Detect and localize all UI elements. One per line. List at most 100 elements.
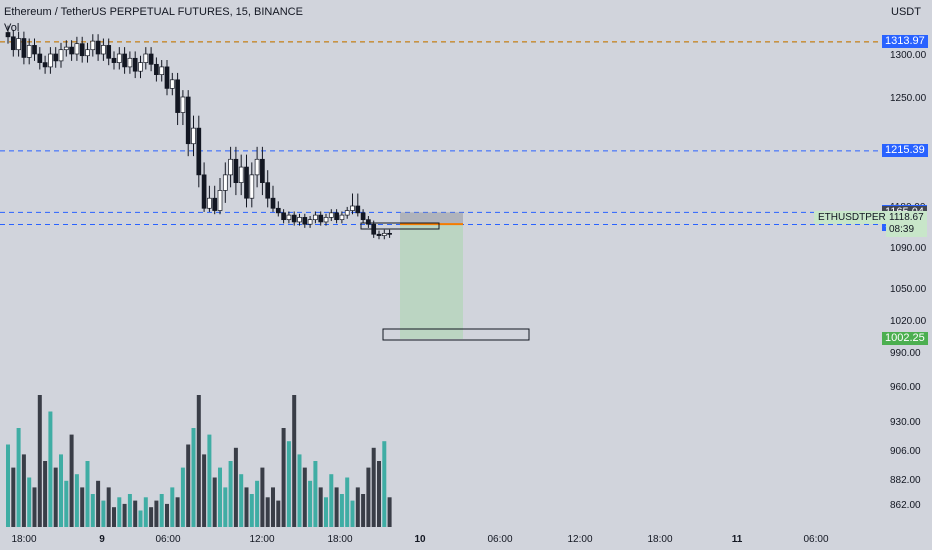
volume-bar: [112, 507, 116, 527]
volume-bar: [339, 494, 344, 527]
candle-body: [175, 79, 180, 113]
volume-bar: [207, 434, 212, 527]
volume-bar: [191, 428, 196, 527]
symbol-tag: ETHUSDTPERP: [814, 211, 897, 224]
volume-bar: [159, 494, 164, 527]
volume-bar: [122, 503, 127, 527]
volume-bar: [366, 467, 371, 527]
candle-body: [185, 96, 191, 145]
candle-body: [233, 158, 239, 183]
volume-bar: [329, 474, 334, 527]
volume-bar: [350, 500, 355, 527]
candle-body: [366, 219, 371, 225]
candle-body: [313, 214, 318, 221]
volume-bar: [143, 497, 148, 527]
volume-bar: [281, 428, 286, 527]
candle-body: [281, 212, 286, 221]
volume-bar: [260, 467, 265, 527]
candle-body: [180, 96, 186, 113]
price-tag: 1313.97: [882, 34, 928, 48]
volume-bar: [64, 480, 69, 527]
volume-label: Vol: [4, 22, 20, 34]
candle-body: [74, 43, 80, 55]
time-tick-label: 06:00: [803, 534, 828, 545]
candle-body: [106, 45, 112, 59]
candle-body: [154, 63, 159, 75]
volume-bar: [308, 480, 313, 527]
volume-bar: [43, 461, 48, 527]
price-tick-label: 1050.00: [890, 284, 927, 295]
time-tick-label: 10: [414, 534, 426, 545]
volume-bar: [228, 461, 233, 527]
volume-bar: [53, 467, 58, 527]
candle-body: [48, 53, 53, 68]
candle-body: [387, 232, 392, 235]
candle-body: [334, 212, 339, 221]
price-tick-label: 906.00: [890, 446, 921, 457]
price-tick-label: 1090.00: [890, 243, 927, 254]
candle-body: [355, 205, 361, 214]
volume-bar: [244, 487, 249, 527]
time-tick-label: 18:00: [11, 534, 36, 545]
volume-bar: [196, 395, 201, 527]
price-tick-label: 1250.00: [890, 93, 927, 104]
volume-bar: [186, 444, 191, 527]
candle-body: [260, 158, 265, 183]
volume-bar: [387, 497, 392, 527]
volume-bar: [286, 441, 291, 527]
volume-bar: [101, 500, 106, 527]
volume-bar: [313, 461, 318, 527]
candle-body: [297, 217, 302, 223]
volume-bar: [212, 477, 217, 527]
candle-body: [207, 197, 212, 209]
candle-body: [217, 190, 223, 211]
volume-bar: [6, 444, 10, 527]
volume-bar: [202, 454, 207, 527]
candle-body: [318, 214, 324, 223]
candle-body: [376, 233, 382, 236]
candle-body: [69, 46, 74, 55]
countdown: 08:39: [889, 224, 915, 235]
candle-body: [275, 207, 281, 214]
candle-body: [79, 43, 85, 57]
volume-bar: [74, 474, 79, 527]
price-tick-label: 882.00: [890, 475, 921, 486]
volume-bar: [292, 395, 297, 527]
time-tick-label: 12:00: [249, 534, 274, 545]
volume-bar: [133, 500, 138, 527]
candle-body: [191, 127, 196, 145]
price-unit: USDT: [891, 6, 921, 18]
candle-body: [238, 166, 244, 183]
volume-bar: [255, 480, 260, 527]
candle-body: [212, 197, 218, 211]
price-tag: 1002.25: [882, 331, 928, 345]
volume-bar: [16, 428, 21, 527]
volume-bar: [324, 497, 328, 527]
candle-body: [196, 127, 202, 176]
volume-bar: [233, 447, 238, 527]
price-tick-label: 1300.00: [890, 50, 927, 61]
candle-body: [228, 158, 233, 176]
candle-body: [222, 174, 228, 191]
candle-body: [201, 174, 207, 209]
candle-body: [26, 45, 32, 58]
candle-body: [254, 158, 260, 176]
time-tick-label: 9: [99, 534, 105, 545]
volume-bar: [265, 497, 270, 527]
price-tick-label: 1020.00: [890, 316, 927, 327]
volume-bar: [297, 454, 302, 527]
time-tick-label: 18:00: [647, 534, 672, 545]
volume-bar: [302, 467, 307, 527]
candle-body: [32, 45, 37, 55]
volume-bar: [96, 480, 101, 527]
volume-bar: [239, 474, 244, 527]
candle-body: [138, 62, 143, 72]
candle-body: [37, 53, 43, 63]
candle-body: [265, 182, 271, 199]
target-box: [382, 328, 530, 341]
volume-bar: [11, 467, 16, 527]
volume-bar: [59, 454, 63, 527]
volume-bar: [218, 467, 222, 527]
last-price-tag: 1118.67 08:39: [886, 211, 927, 237]
